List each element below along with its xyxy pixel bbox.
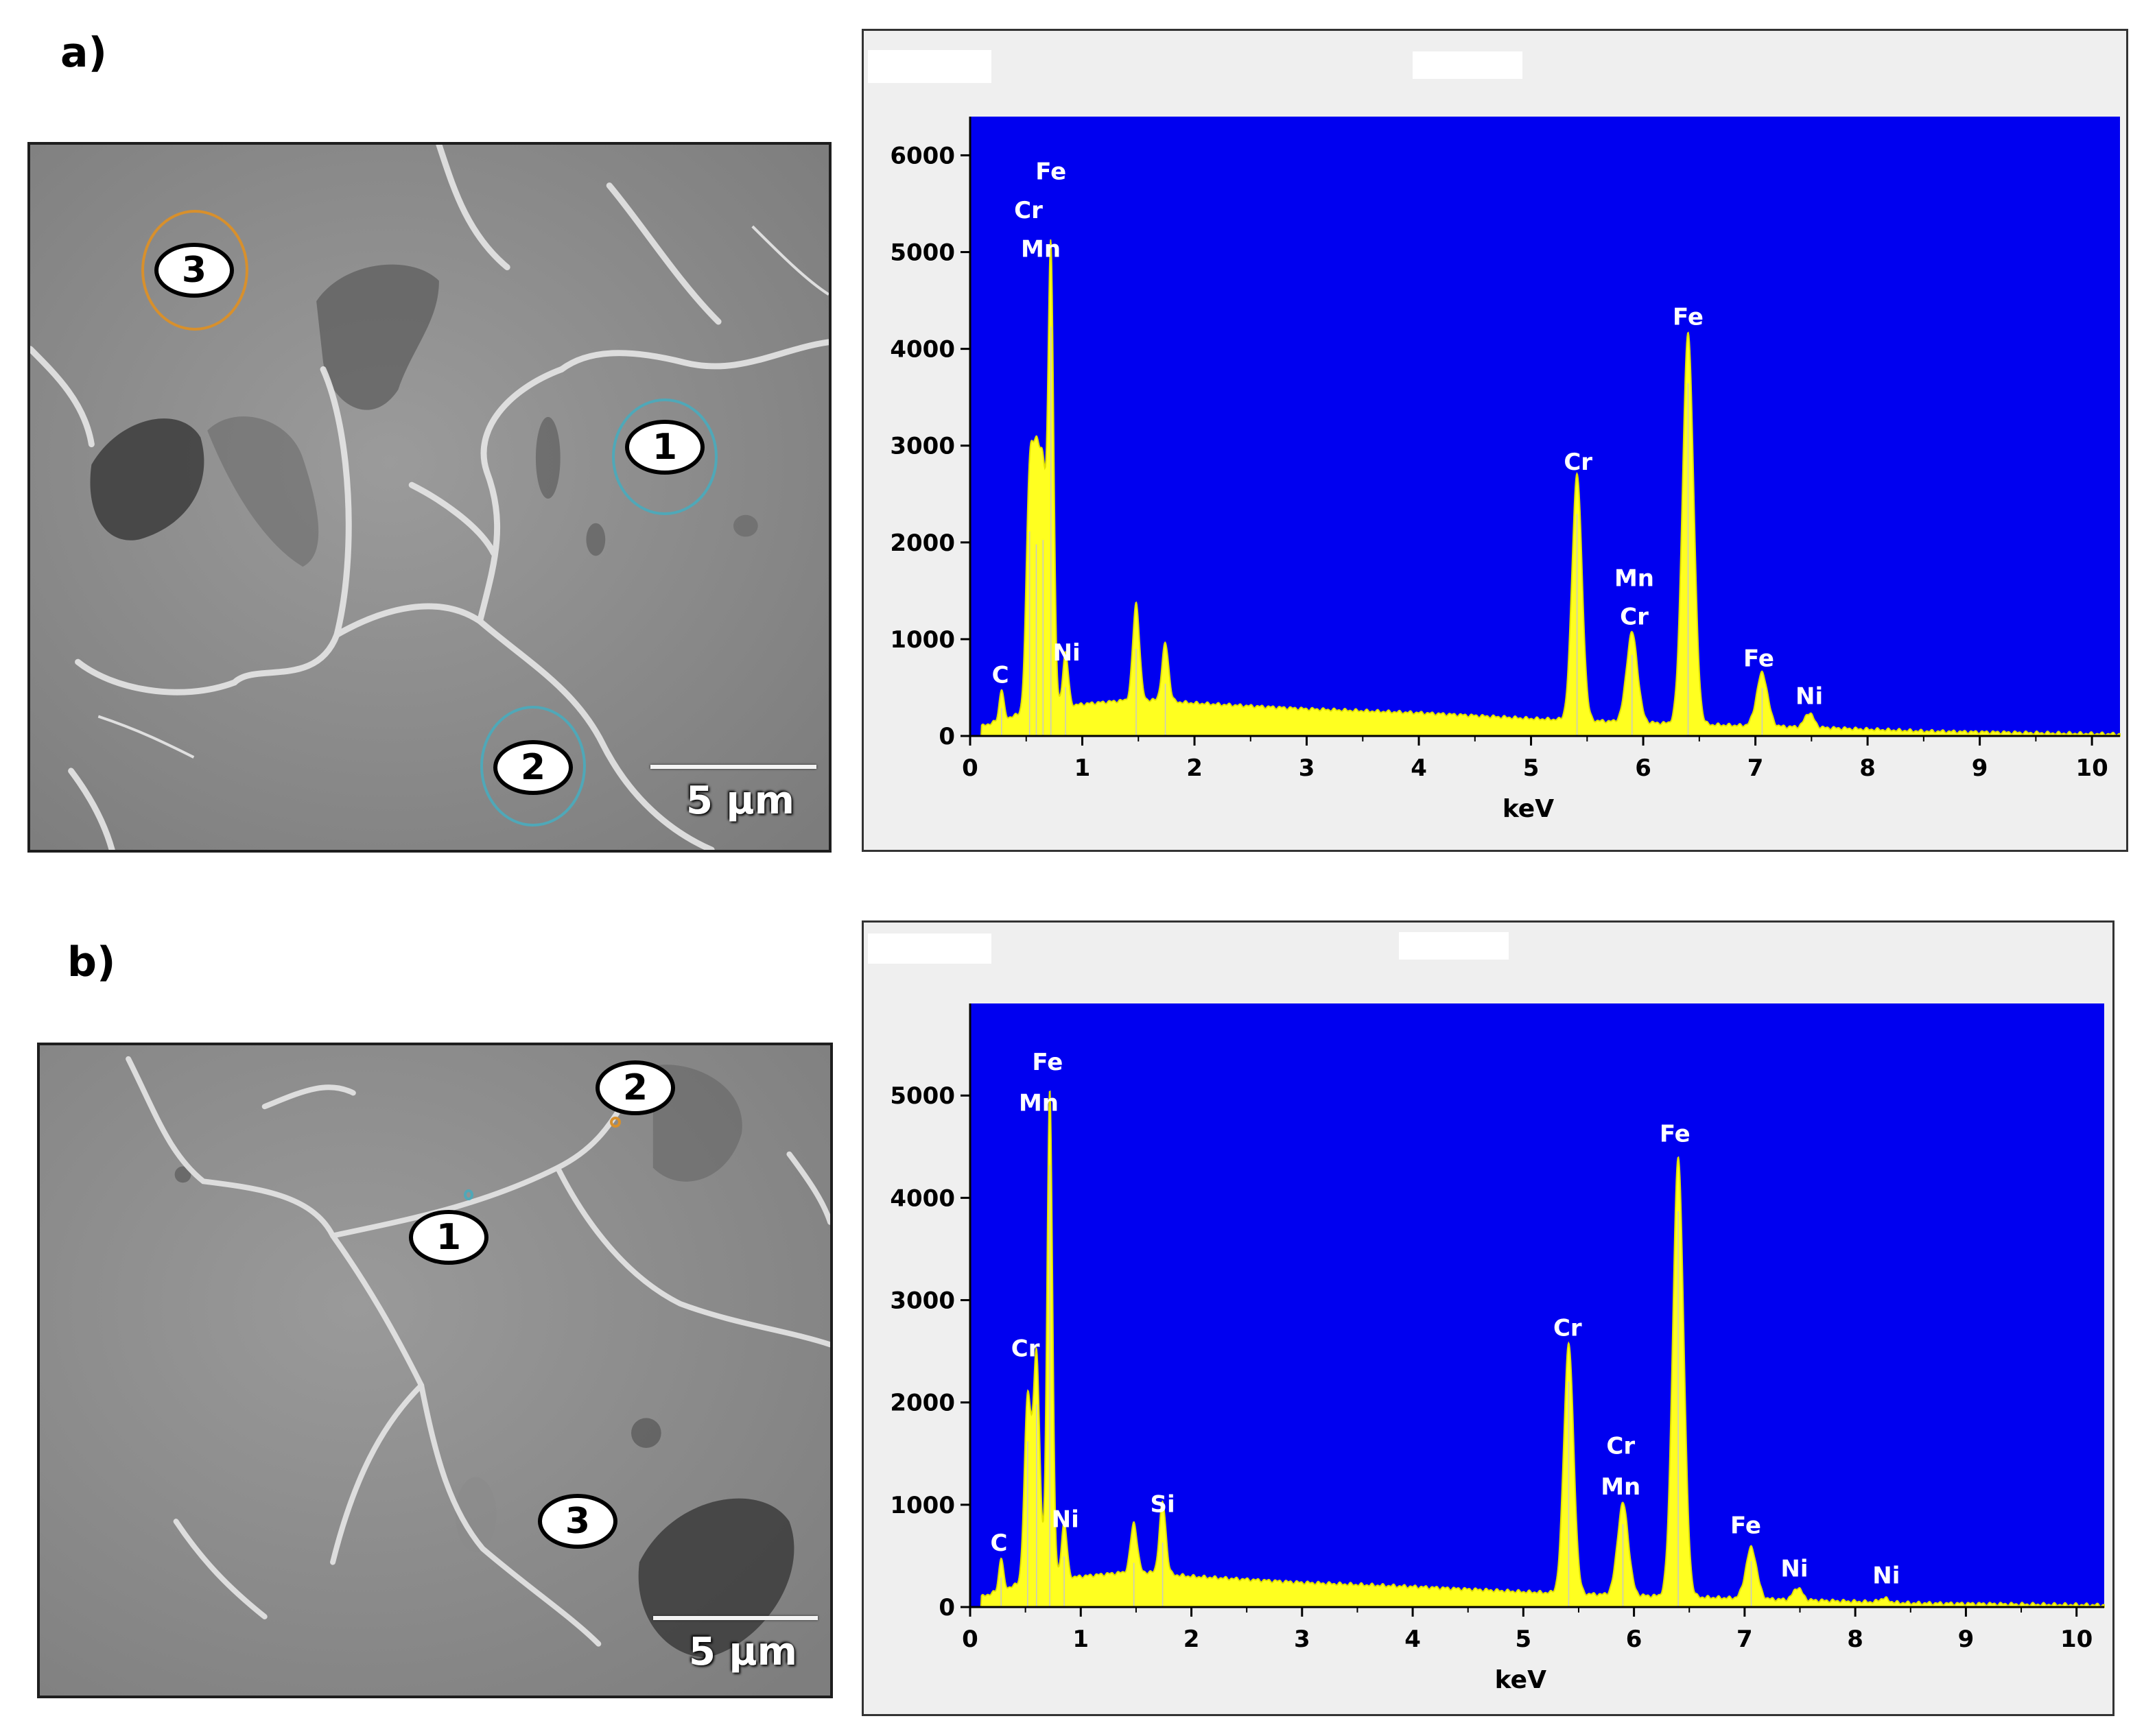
panel-label-a: a) <box>60 29 107 77</box>
y-tick-label: 1000 <box>890 1492 955 1519</box>
y-tick-label: 4000 <box>890 336 955 364</box>
header-blank-0 <box>868 934 991 964</box>
peak-label: Cr <box>1553 1315 1582 1342</box>
sem-texture-b <box>40 1045 830 1696</box>
peak-label: Cr <box>1606 1432 1635 1460</box>
eds-spectrum-a: 0 1 2 3 4 5 6 7 8 9 10 0 1000 2000 3000 4000 5000 6000 keV… <box>862 29 2128 852</box>
x-tick-label: 6 <box>1635 754 1651 782</box>
x-tick-label: 2 <box>1183 1626 1200 1653</box>
sem-micrograph-a: 3 1 2 5 μm <box>27 142 832 853</box>
y-tick-label: 0 <box>939 723 955 750</box>
y-tick-label: 1000 <box>890 626 955 654</box>
scale-label: 5 μm <box>689 1630 798 1674</box>
x-tick-label: 0 <box>962 754 978 782</box>
peak-label: Mn <box>1019 1090 1059 1117</box>
peak-label: Ni <box>1872 1562 1900 1590</box>
peak-label: Fe <box>1743 645 1774 672</box>
y-tick-label: 5000 <box>890 1082 955 1110</box>
x-tick-label: 1 <box>1074 754 1091 782</box>
peak-label: C <box>992 661 1009 689</box>
x-tick-label: 7 <box>1747 754 1764 782</box>
analysis-ring-3 <box>141 210 248 331</box>
x-axis-title: keV <box>1503 795 1554 823</box>
header-blank-0 <box>868 50 991 83</box>
x-tick-label: 10 <box>2075 754 2108 782</box>
header-blank-1 <box>1413 51 1522 79</box>
y-tick-label: 4000 <box>890 1185 955 1212</box>
peak-label: Fe <box>1673 303 1704 331</box>
peak-label: Mn <box>1601 1473 1640 1501</box>
marker-2: 2 <box>493 740 573 795</box>
x-tick-label: 6 <box>1626 1626 1642 1653</box>
analysis-ring-2 <box>480 706 586 827</box>
peak-label: Ni <box>1053 639 1081 667</box>
scale-bar <box>653 1616 818 1620</box>
x-tick-label: 3 <box>1294 1626 1310 1653</box>
y-tick-label: 0 <box>939 1594 955 1621</box>
x-tick-label: 9 <box>1972 754 1988 782</box>
marker-3: 3 <box>538 1494 617 1549</box>
eds-spectrum-b-plot: 0 1 2 3 4 5 6 7 8 9 10 0 1000 2000 3000 4000 5000 keV Fe Mn… <box>868 932 2105 1694</box>
x-axis-title: keV <box>1495 1666 1546 1694</box>
peak-label: Cr <box>1620 604 1649 631</box>
peak-label: Cr <box>1564 449 1592 476</box>
peak-label: Fe <box>1730 1512 1761 1540</box>
y-tick-label: 5000 <box>890 239 955 267</box>
chart-root: 0 1 2 3 4 5 6 7 8 9 10 0 1000 2000 3000 4000 5000 keV Fe Mn… <box>868 932 2105 1694</box>
peak-label: Ni <box>1795 682 1823 710</box>
scale-bar <box>650 765 816 769</box>
x-tick-label: 9 <box>1958 1626 1975 1653</box>
peak-label: Ni <box>1780 1555 1808 1582</box>
x-tick-label: 10 <box>2060 1626 2093 1653</box>
spectrum-trace <box>970 239 2121 737</box>
x-tick-label: 5 <box>1516 1626 1532 1653</box>
x-tick-label: 5 <box>1523 754 1540 782</box>
y-tick-label: 2000 <box>890 1390 955 1417</box>
peak-label: Ni <box>1052 1506 1079 1534</box>
marker-1: 1 <box>409 1210 488 1265</box>
peak-label: Fe <box>1032 1049 1063 1076</box>
y-tick-label: 3000 <box>890 1287 955 1315</box>
peak-label: Mn <box>1614 564 1654 592</box>
x-tick-label: 1 <box>1072 1626 1089 1653</box>
x-tick-label: 7 <box>1736 1626 1753 1653</box>
x-tick-label: 2 <box>1186 754 1203 782</box>
sem-micrograph-b: 2 1 3 5 μm <box>37 1043 833 1698</box>
x-tick-label: 8 <box>1859 754 1876 782</box>
spectrum-trace <box>970 1090 2105 1608</box>
plot-area <box>970 1003 2104 1607</box>
analysis-ring-1 <box>612 399 718 515</box>
analysis-dot-1 <box>464 1189 473 1200</box>
scale-label: 5 μm <box>686 778 795 823</box>
peak-label: Si <box>1151 1490 1175 1518</box>
marker-2: 2 <box>596 1060 675 1115</box>
peak-label: Cr <box>1011 1335 1040 1363</box>
x-tick-label: 0 <box>962 1626 978 1653</box>
analysis-dot-2 <box>610 1117 621 1128</box>
chart-root: 0 1 2 3 4 5 6 7 8 9 10 0 1000 2000 3000 4000 5000 6000 keV… <box>868 50 2121 823</box>
y-tick-label: 3000 <box>890 433 955 460</box>
y-tick-label: 6000 <box>890 142 955 169</box>
marker-1: 1 <box>625 420 705 475</box>
header-blank-1 <box>1399 932 1509 960</box>
peak-label: Mn <box>1021 236 1061 263</box>
x-tick-label: 4 <box>1411 754 1427 782</box>
eds-spectrum-b: 0 1 2 3 4 5 6 7 8 9 10 0 1000 2000 3000 4000 5000 keV Fe Mn… <box>862 920 2114 1716</box>
peak-label: Fe <box>1660 1120 1691 1148</box>
y-tick-label: 2000 <box>890 530 955 557</box>
x-tick-label: 3 <box>1299 754 1315 782</box>
plot-area <box>970 117 2120 736</box>
x-tick-label: 4 <box>1404 1626 1421 1653</box>
peak-label: Fe <box>1035 158 1066 186</box>
panel-label-b: b) <box>67 938 116 986</box>
eds-spectrum-a-plot: 0 1 2 3 4 5 6 7 8 9 10 0 1000 2000 3000 4000 5000 6000 keV… <box>868 50 2121 823</box>
peak-label: Cr <box>1014 197 1043 224</box>
marker-3: 3 <box>154 243 234 298</box>
x-tick-label: 8 <box>1847 1626 1863 1653</box>
peak-label: C <box>990 1530 1007 1557</box>
